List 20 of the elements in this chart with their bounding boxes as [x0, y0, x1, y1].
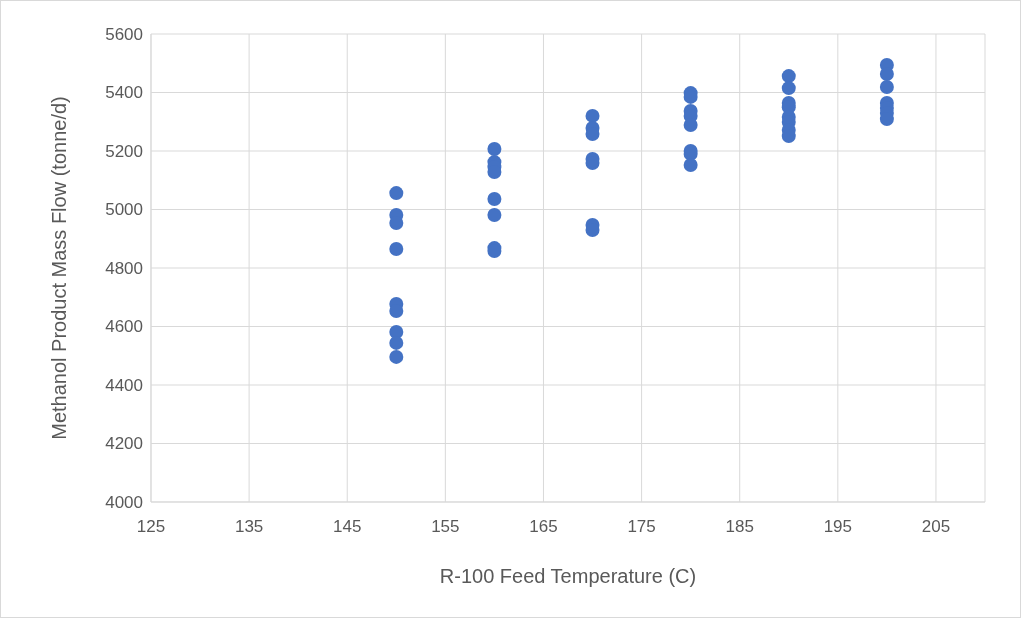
x-tick-label: 135 — [234, 517, 264, 536]
x-tick-label: 195 — [823, 517, 853, 536]
y-tick-label: 4800 — [105, 258, 143, 278]
y-tick-label: 4400 — [105, 375, 143, 395]
y-tick-label: 5200 — [105, 141, 143, 161]
x-tick-label: 185 — [725, 517, 754, 536]
x-tick-label: 205 — [921, 517, 951, 536]
x-tick-label: 175 — [627, 517, 656, 536]
x-tick-label: 145 — [333, 517, 362, 536]
y-tick-label: 4200 — [105, 434, 143, 454]
y-axis-title: Methanol Product Mass Flow (tonne/d) — [48, 96, 70, 440]
x-tick-label: 155 — [431, 517, 460, 536]
x-tick-label: 165 — [529, 517, 558, 536]
y-tick-label: 5400 — [105, 83, 143, 103]
y-tick-label: 5600 — [105, 24, 143, 44]
y-tick-label: 5000 — [105, 200, 143, 220]
x-axis-title: R-100 Feed Temperature (C) — [439, 565, 697, 587]
y-tick-label: 4600 — [105, 317, 143, 337]
y-tick-label: 4000 — [105, 492, 143, 512]
x-tick-label: 125 — [136, 517, 166, 536]
